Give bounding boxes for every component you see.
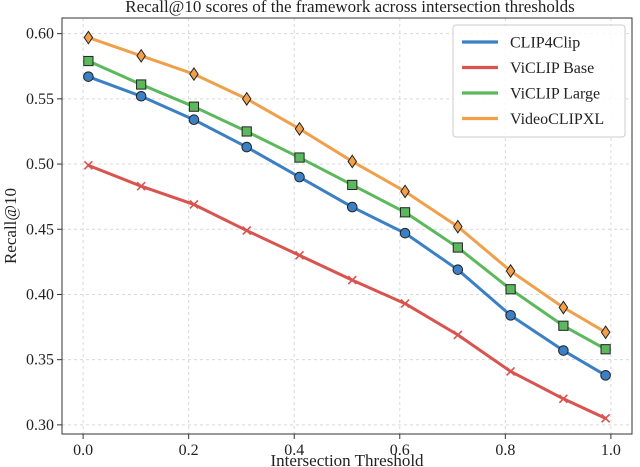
legend-item: ViCLIP Large — [462, 86, 600, 103]
y-tick-label: 0.50 — [26, 156, 54, 173]
legend: CLIP4Clip ViCLIP Base ViCLIP Large VideoCLI… — [452, 24, 626, 138]
data-point — [135, 90, 147, 102]
x-axis-title: Intersection Threshold — [270, 451, 424, 467]
data-point — [188, 114, 200, 126]
chart-title: Recall@10 scores of the framework across… — [125, 0, 575, 16]
data-point — [136, 181, 146, 191]
data-point — [558, 345, 569, 356]
y-tick-label: 0.40 — [26, 286, 54, 303]
series-layer — [83, 30, 611, 423]
legend-label: ViCLIP Large — [510, 86, 600, 103]
data-point — [347, 179, 358, 191]
data-point — [452, 264, 464, 275]
data-point — [83, 160, 93, 170]
series-viclip-base — [83, 160, 611, 423]
legend-item: ViCLIP Base — [462, 60, 594, 77]
series-viclip-large — [83, 55, 611, 355]
legend-label: CLIP4Clip — [510, 35, 580, 52]
data-point — [83, 71, 94, 82]
data-point — [400, 299, 410, 309]
data-point — [453, 219, 463, 234]
data-point — [601, 413, 611, 423]
data-point — [241, 126, 252, 137]
legend-box — [452, 24, 626, 138]
legend-item: VideoCLIPXL — [462, 111, 604, 128]
data-point — [136, 48, 146, 63]
data-point — [188, 101, 200, 112]
data-point — [294, 121, 305, 136]
data-point — [600, 325, 611, 340]
data-point — [294, 171, 305, 183]
data-point — [347, 154, 358, 169]
data-point — [505, 263, 516, 279]
y-axis: 0.30 0.35 0.40 0.45 0.50 0.55 0.60 — [26, 26, 62, 434]
y-tick-label: 0.45 — [26, 221, 54, 238]
data-point — [558, 320, 569, 331]
y-tick-label: 0.55 — [26, 91, 54, 108]
legend-item: CLIP4Clip — [462, 35, 580, 52]
data-point — [505, 284, 516, 295]
data-point — [506, 366, 516, 376]
x-tick-label: 0.8 — [495, 442, 515, 459]
data-point — [558, 394, 568, 404]
y-tick-label: 0.60 — [26, 26, 54, 43]
series-videoclipxl — [83, 30, 611, 340]
x-tick-label: 0.6 — [390, 442, 410, 459]
data-point — [241, 91, 252, 106]
data-point — [294, 152, 305, 163]
data-point — [189, 66, 199, 82]
data-point — [453, 330, 463, 340]
data-point — [83, 55, 94, 67]
data-point — [347, 275, 357, 285]
x-tick-label: 0.4 — [284, 442, 304, 459]
data-point — [600, 344, 611, 355]
x-tick-label: 0.2 — [179, 442, 199, 459]
y-tick-label: 0.35 — [26, 352, 54, 369]
series-clip4clip — [83, 71, 611, 381]
x-axis: 0.0 0.2 0.4 0.6 0.8 1.0 — [73, 434, 621, 459]
y-tick-label: 0.30 — [26, 417, 54, 434]
data-point — [189, 199, 199, 210]
x-tick-label: 0.0 — [73, 442, 93, 459]
data-point — [400, 184, 410, 199]
data-point — [399, 227, 411, 239]
x-tick-label: 1.0 — [601, 442, 621, 459]
data-point — [346, 201, 358, 213]
data-point — [242, 225, 252, 236]
legend-label: VideoCLIPXL — [510, 111, 604, 128]
data-point — [558, 300, 569, 315]
data-point — [294, 250, 305, 260]
data-point — [600, 370, 611, 381]
data-point — [136, 79, 147, 90]
legend-label: ViCLIP Base — [510, 60, 594, 77]
data-point — [399, 207, 411, 218]
data-point — [452, 242, 463, 253]
y-axis-title: Recall@10 — [1, 188, 20, 264]
plot-frame — [61, 17, 633, 435]
data-point — [83, 30, 94, 45]
data-point — [241, 141, 253, 153]
data-point — [505, 310, 516, 321]
